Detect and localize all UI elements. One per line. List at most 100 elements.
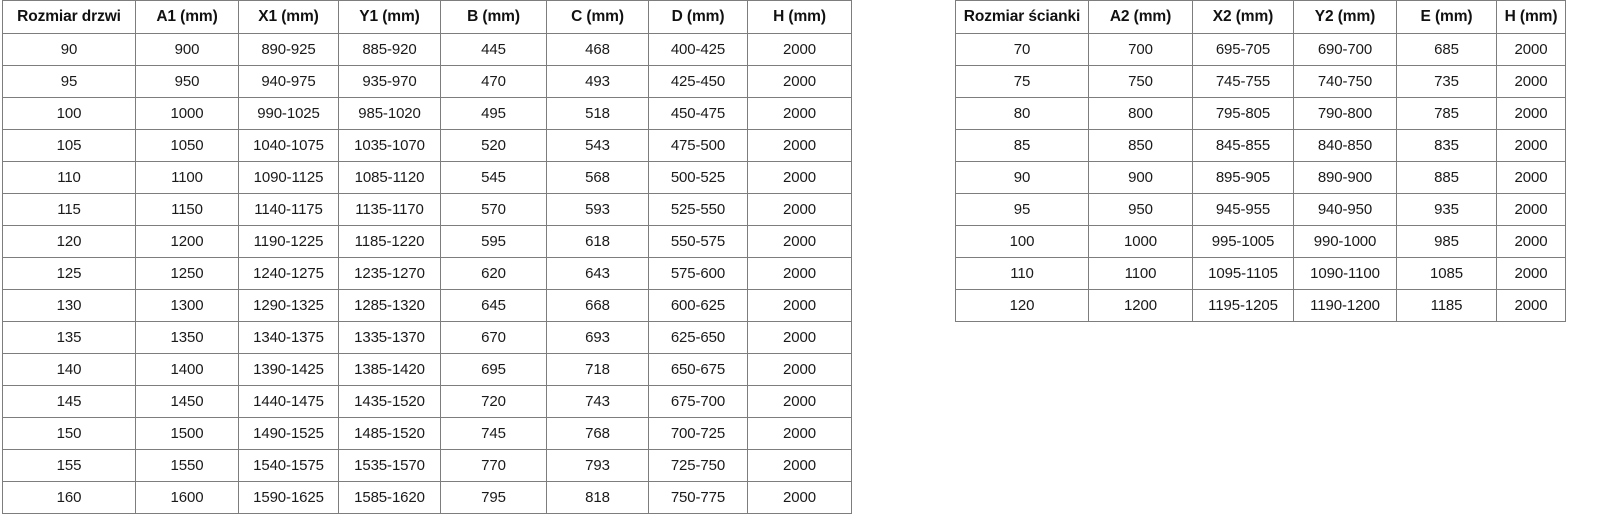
table-row: 160 1600 1590-1625 1585-1620 795 818 750-775 20… xyxy=(2,481,852,514)
doors-value-cell: 695 xyxy=(440,353,547,386)
walls-value-cell: 2000 xyxy=(1496,225,1566,258)
doors-size-cell: 155 xyxy=(2,449,136,482)
doors-value-cell: 468 xyxy=(546,33,649,66)
shower-wall-dimensions-table: Rozmiar ścianki A2 (mm) X2 (mm) Y2 (mm) E (m… xyxy=(955,0,1566,322)
doors-column-header: X1 (mm) xyxy=(238,0,339,34)
doors-value-cell: 525-550 xyxy=(648,193,748,226)
doors-table-container: Rozmiar drzwi A1 (mm) X1 (mm) Y1 (mm) B (mm)… xyxy=(2,0,852,514)
walls-value-cell: 795-805 xyxy=(1192,97,1294,130)
doors-value-cell: 990-1025 xyxy=(238,97,339,130)
walls-value-cell: 2000 xyxy=(1496,289,1566,322)
table-row: 110 1100 1095-1105 1090-1100 1085 2000 xyxy=(955,257,1566,290)
doors-value-cell: 1150 xyxy=(135,193,239,226)
doors-value-cell: 1200 xyxy=(135,225,239,258)
doors-value-cell: 2000 xyxy=(747,97,852,130)
doors-value-cell: 1440-1475 xyxy=(238,385,339,418)
walls-value-cell: 895-905 xyxy=(1192,161,1294,194)
walls-value-cell: 1000 xyxy=(1088,225,1193,258)
doors-value-cell: 600-625 xyxy=(648,289,748,322)
table-row: 90 900 895-905 890-900 885 2000 xyxy=(955,161,1566,194)
doors-value-cell: 1590-1625 xyxy=(238,481,339,514)
walls-size-cell: 120 xyxy=(955,289,1089,322)
walls-value-cell: 750 xyxy=(1088,65,1193,98)
walls-value-cell: 940-950 xyxy=(1293,193,1397,226)
table-row: 140 1400 1390-1425 1385-1420 695 718 650-675 20… xyxy=(2,353,852,386)
doors-value-cell: 1500 xyxy=(135,417,239,450)
doors-value-cell: 400-425 xyxy=(648,33,748,66)
walls-value-cell: 1200 xyxy=(1088,289,1193,322)
doors-value-cell: 725-750 xyxy=(648,449,748,482)
walls-value-cell: 1095-1105 xyxy=(1192,257,1294,290)
walls-size-cell: 75 xyxy=(955,65,1089,98)
doors-column-header: A1 (mm) xyxy=(135,0,239,34)
table-row: 120 1200 1190-1225 1185-1220 595 618 550-575 20… xyxy=(2,225,852,258)
doors-value-cell: 1585-1620 xyxy=(338,481,441,514)
walls-value-cell: 1195-1205 xyxy=(1192,289,1294,322)
walls-value-cell: 690-700 xyxy=(1293,33,1397,66)
walls-value-cell: 2000 xyxy=(1496,161,1566,194)
doors-value-cell: 1450 xyxy=(135,385,239,418)
doors-value-cell: 2000 xyxy=(747,257,852,290)
doors-value-cell: 1100 xyxy=(135,161,239,194)
doors-value-cell: 1390-1425 xyxy=(238,353,339,386)
doors-value-cell: 625-650 xyxy=(648,321,748,354)
doors-value-cell: 818 xyxy=(546,481,649,514)
table-row: 105 1050 1040-1075 1035-1070 520 543 475-500 20… xyxy=(2,129,852,162)
doors-value-cell: 1140-1175 xyxy=(238,193,339,226)
table-row: 80 800 795-805 790-800 785 2000 xyxy=(955,97,1566,130)
doors-value-cell: 545 xyxy=(440,161,547,194)
walls-value-cell: 1085 xyxy=(1396,257,1497,290)
doors-value-cell: 520 xyxy=(440,129,547,162)
doors-value-cell: 543 xyxy=(546,129,649,162)
doors-value-cell: 475-500 xyxy=(648,129,748,162)
doors-size-cell: 115 xyxy=(2,193,136,226)
doors-value-cell: 668 xyxy=(546,289,649,322)
doors-value-cell: 550-575 xyxy=(648,225,748,258)
doors-value-cell: 2000 xyxy=(747,449,852,482)
walls-value-cell: 735 xyxy=(1396,65,1497,98)
doors-column-header: B (mm) xyxy=(440,0,547,34)
doors-value-cell: 1535-1570 xyxy=(338,449,441,482)
walls-size-cell: 100 xyxy=(955,225,1089,258)
doors-value-cell: 2000 xyxy=(747,225,852,258)
doors-value-cell: 1235-1270 xyxy=(338,257,441,290)
doors-value-cell: 1135-1170 xyxy=(338,193,441,226)
walls-column-header: A2 (mm) xyxy=(1088,0,1193,34)
doors-value-cell: 670 xyxy=(440,321,547,354)
doors-size-cell: 140 xyxy=(2,353,136,386)
walls-value-cell: 985 xyxy=(1396,225,1497,258)
walls-table-head: Rozmiar ścianki A2 (mm) X2 (mm) Y2 (mm) E (m… xyxy=(955,0,1566,34)
doors-value-cell: 1350 xyxy=(135,321,239,354)
walls-value-cell: 695-705 xyxy=(1192,33,1294,66)
doors-value-cell: 770 xyxy=(440,449,547,482)
doors-value-cell: 1400 xyxy=(135,353,239,386)
walls-value-cell: 800 xyxy=(1088,97,1193,130)
table-row: 95 950 945-955 940-950 935 2000 xyxy=(955,193,1566,226)
walls-value-cell: 990-1000 xyxy=(1293,225,1397,258)
doors-value-cell: 1085-1120 xyxy=(338,161,441,194)
doors-value-cell: 495 xyxy=(440,97,547,130)
walls-size-cell: 85 xyxy=(955,129,1089,162)
doors-column-header: Y1 (mm) xyxy=(338,0,441,34)
doors-value-cell: 1040-1075 xyxy=(238,129,339,162)
table-row: 100 1000 995-1005 990-1000 985 2000 xyxy=(955,225,1566,258)
doors-value-cell: 700-725 xyxy=(648,417,748,450)
doors-value-cell: 2000 xyxy=(747,321,852,354)
doors-size-cell: 95 xyxy=(2,65,136,98)
doors-value-cell: 2000 xyxy=(747,385,852,418)
doors-value-cell: 940-975 xyxy=(238,65,339,98)
doors-value-cell: 675-700 xyxy=(648,385,748,418)
doors-value-cell: 2000 xyxy=(747,481,852,514)
walls-value-cell: 850 xyxy=(1088,129,1193,162)
doors-value-cell: 1000 xyxy=(135,97,239,130)
walls-value-cell: 2000 xyxy=(1496,33,1566,66)
doors-value-cell: 2000 xyxy=(747,33,852,66)
walls-header-row: Rozmiar ścianki A2 (mm) X2 (mm) Y2 (mm) E (m… xyxy=(955,0,1566,34)
doors-value-cell: 2000 xyxy=(747,65,852,98)
doors-size-cell: 135 xyxy=(2,321,136,354)
walls-value-cell: 2000 xyxy=(1496,65,1566,98)
walls-value-cell: 945-955 xyxy=(1192,193,1294,226)
doors-value-cell: 1490-1525 xyxy=(238,417,339,450)
table-row: 115 1150 1140-1175 1135-1170 570 593 525-550 20… xyxy=(2,193,852,226)
doors-value-cell: 1185-1220 xyxy=(338,225,441,258)
